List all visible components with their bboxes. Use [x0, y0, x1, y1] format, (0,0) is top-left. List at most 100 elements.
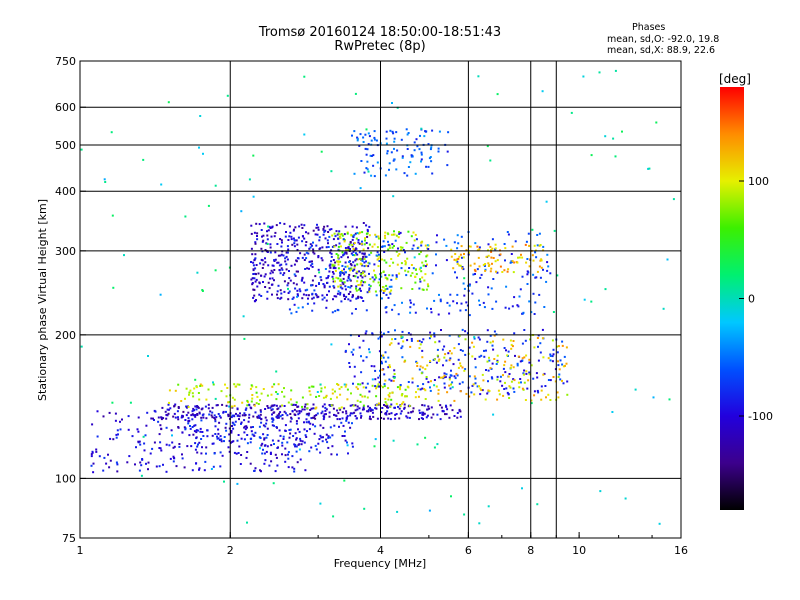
data-point	[229, 441, 232, 444]
data-point	[399, 388, 402, 391]
data-point	[397, 254, 400, 257]
data-point	[398, 272, 401, 275]
data-point	[352, 348, 355, 351]
data-point	[400, 267, 403, 270]
data-point	[252, 426, 254, 428]
data-point	[237, 452, 240, 454]
data-point	[233, 451, 236, 454]
data-point	[302, 293, 305, 296]
data-point	[407, 132, 410, 134]
data-point	[325, 299, 328, 302]
data-point	[344, 225, 347, 228]
data-point	[279, 415, 282, 418]
data-point	[411, 272, 414, 275]
data-point	[439, 418, 442, 421]
data-point	[243, 337, 246, 340]
data-point	[219, 435, 222, 438]
data-point	[662, 307, 665, 310]
data-point	[187, 406, 190, 408]
data-point	[166, 414, 169, 417]
data-point	[406, 339, 409, 342]
data-point	[396, 149, 399, 152]
data-point	[115, 461, 118, 464]
data-point	[367, 261, 370, 264]
data-point	[367, 170, 370, 173]
data-point	[134, 463, 136, 466]
data-point	[216, 435, 218, 438]
data-point	[483, 306, 486, 309]
data-point	[320, 150, 323, 153]
data-point	[290, 417, 293, 420]
data-point	[251, 394, 254, 396]
data-point	[337, 232, 340, 235]
data-point	[309, 422, 312, 425]
data-point	[424, 130, 427, 133]
data-point	[391, 308, 394, 311]
data-point	[384, 379, 387, 382]
data-point	[408, 267, 411, 269]
data-point	[314, 233, 317, 236]
data-point	[197, 406, 200, 409]
data-point	[438, 293, 440, 296]
data-point	[395, 402, 398, 405]
data-point	[411, 288, 414, 290]
data-point	[552, 353, 555, 356]
data-point	[385, 311, 388, 314]
data-point	[377, 265, 380, 268]
data-point	[323, 296, 326, 299]
data-point	[136, 428, 139, 431]
data-point	[540, 258, 543, 261]
data-point	[504, 306, 507, 309]
data-point	[404, 269, 407, 272]
data-point	[233, 404, 236, 407]
data-point	[395, 274, 398, 277]
data-point	[313, 416, 315, 419]
data-point	[226, 387, 229, 389]
data-point	[353, 264, 356, 267]
data-point	[359, 289, 362, 292]
data-point	[289, 428, 292, 431]
data-point	[304, 289, 307, 292]
data-point	[304, 434, 307, 437]
data-point	[449, 293, 452, 296]
data-point	[293, 408, 296, 411]
data-point	[337, 412, 340, 415]
data-point	[360, 415, 363, 417]
data-point	[219, 451, 222, 454]
data-point	[158, 433, 161, 436]
data-point	[345, 252, 348, 255]
data-point	[272, 264, 275, 267]
data-point	[171, 434, 173, 437]
data-point	[423, 404, 426, 407]
data-point	[504, 360, 507, 363]
data-point	[408, 416, 411, 419]
data-point	[478, 299, 480, 302]
data-point	[456, 276, 458, 279]
data-point	[359, 393, 362, 396]
data-point	[403, 406, 406, 409]
data-point	[321, 405, 324, 408]
data-point	[389, 292, 392, 295]
data-point	[516, 261, 519, 264]
data-point	[362, 136, 365, 139]
data-point	[227, 446, 230, 449]
data-point	[377, 281, 380, 284]
data-point	[305, 257, 308, 260]
data-point	[282, 273, 285, 276]
data-point	[433, 379, 436, 381]
data-point	[209, 410, 212, 413]
data-point	[382, 417, 385, 420]
data-point	[398, 417, 401, 420]
data-point	[424, 273, 427, 276]
data-point	[352, 382, 354, 385]
data-point	[295, 283, 298, 286]
data-point	[96, 410, 99, 413]
data-point	[337, 290, 340, 293]
data-point	[542, 356, 545, 359]
data-point	[390, 379, 393, 382]
data-point	[518, 295, 521, 298]
data-point	[337, 277, 340, 280]
data-point	[319, 276, 322, 279]
data-point	[524, 399, 527, 401]
data-point	[263, 438, 266, 441]
